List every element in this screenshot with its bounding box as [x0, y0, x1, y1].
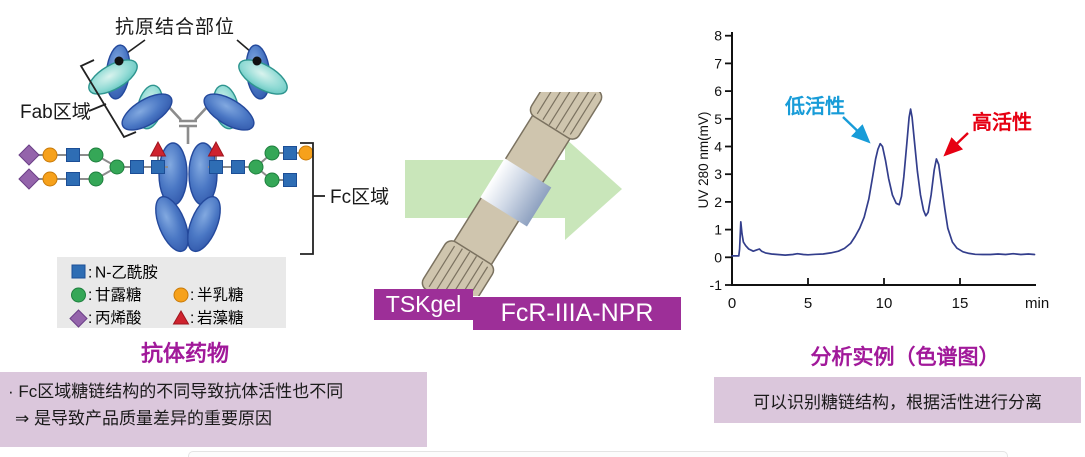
y-tick-label: 6 — [714, 83, 722, 99]
x-tick-label: 5 — [804, 295, 812, 312]
product-brand: TSKgel — [385, 291, 462, 317]
mannose-glyph — [248, 159, 264, 175]
legend-colon: : — [88, 287, 92, 304]
chromatogram-note: 可以识别糖链结构，根据活性进行分离 — [753, 392, 1042, 412]
legend-label-sialic: 丙烯酸 — [95, 309, 142, 327]
fc-region-domains — [155, 142, 221, 253]
legend-label-fucose: 岩藻糖 — [197, 309, 244, 327]
glcnac-glyph — [66, 148, 80, 162]
antibody-diagram: 抗原结合部位 — [18, 16, 389, 328]
galactose-glyph — [42, 171, 58, 187]
legend-label-mannose: 甘露糖 — [95, 286, 142, 304]
high-activity-arrow — [943, 132, 969, 157]
galactose-glyph — [298, 145, 314, 161]
antigen-binding-dot-left — [114, 56, 124, 66]
chart-axes — [731, 32, 1036, 286]
legend-label-galactose: 半乳糖 — [197, 286, 244, 304]
x-tick-label: 15 — [952, 295, 969, 312]
legend-purple-diamond-icon — [69, 309, 88, 328]
chromatogram-note-box: 可以识别糖链结构，根据活性进行分离 — [714, 377, 1081, 423]
legend-colon: : — [190, 287, 194, 304]
fab-region-label: Fab区域 — [20, 101, 91, 123]
antibody-section-title: 抗体药物 — [140, 341, 229, 366]
mannose-glyph — [264, 145, 280, 161]
column-label-band — [480, 158, 552, 227]
fab-bracket — [79, 59, 137, 139]
legend-blue-square-icon — [71, 264, 86, 279]
glcnac-glyph — [283, 173, 297, 187]
fucose-glyph — [149, 140, 167, 157]
legend-colon: : — [88, 310, 92, 327]
legend-background — [57, 257, 286, 328]
y-tick-label: 2 — [714, 194, 722, 210]
low-activity-arrow — [842, 116, 871, 144]
y-tick-label: 8 — [714, 28, 722, 44]
antibody-note-box: · Fc区域糖链结构的不同导致抗体活性也不同 ⇒ 是导致产品质量差异的重要原因 — [0, 372, 427, 447]
y-tick-label: 4 — [714, 139, 722, 155]
mannose-glyph — [109, 159, 125, 175]
y-tick-label: 3 — [714, 166, 722, 182]
mannose-glyph — [88, 171, 104, 187]
x-axis-unit-label: min — [1025, 295, 1049, 312]
y-axis-title: UV 280 nm(mV) — [698, 112, 711, 209]
y-tick-label: 1 — [714, 222, 722, 238]
high-activity-label: 高活性 — [972, 110, 1032, 134]
glcnac-glyph — [130, 160, 144, 174]
mannose-glyph — [264, 172, 280, 188]
y-tick-label: 7 — [714, 55, 722, 71]
fucose-glyph — [207, 140, 225, 157]
antigen-binding-dot-right — [252, 56, 262, 66]
legend-orange-circle-icon — [173, 287, 189, 303]
legend-colon: : — [190, 310, 194, 327]
fab-arm-left-heavy-chain — [121, 93, 173, 131]
y-tick-label: 0 — [714, 249, 722, 265]
fc-region-label: Fc区域 — [330, 186, 389, 208]
fab-arm-right-heavy-chain — [203, 93, 255, 131]
x-tick-label: 10 — [876, 295, 893, 312]
fab-arm-left-variable-light — [88, 59, 138, 95]
glycan-chain-left — [18, 140, 168, 190]
antibody-note-line1: · Fc区域糖链结构的不同导致抗体活性也不同 — [8, 382, 344, 401]
product-brand-banner: TSKgel — [374, 289, 473, 320]
glycan-legend: : N-乙酰胺 : 甘露糖 : 半乳糖 : 丙烯酸 : 岩藻糖 — [57, 257, 286, 328]
column-end-cap-top — [529, 92, 603, 140]
product-model-banner: FcR-IIIA-NPR — [473, 297, 681, 330]
next-section-card-edge — [188, 451, 1008, 457]
glcnac-glyph — [66, 172, 80, 186]
glcnac-glyph — [209, 160, 223, 174]
fab-arm-right-variable-light — [238, 59, 288, 95]
x-tick-label: 0 — [728, 295, 736, 312]
hinge-region — [167, 105, 209, 144]
low-activity-label: 低活性 — [784, 94, 845, 118]
legend-label-glcnac: N-乙酰胺 — [95, 264, 158, 282]
glcnac-glyph — [151, 160, 165, 174]
mannose-glyph — [88, 147, 104, 163]
antigen-binding-site-label: 抗原结合部位 — [115, 16, 235, 38]
sialic-glyph — [18, 144, 40, 166]
chromatogram-trace — [731, 108, 1036, 257]
legend-red-triangle-icon — [172, 309, 190, 325]
product-model: FcR-IIIA-NPR — [500, 299, 654, 327]
glcnac-glyph — [231, 160, 245, 174]
sialic-glyph — [18, 168, 40, 190]
column-arrow-graphic — [405, 92, 622, 296]
fab-arm-left — [88, 44, 173, 131]
legend-colon: : — [88, 265, 92, 282]
chromatogram-section-title: 分析实例（色谱图） — [810, 346, 1000, 369]
fc-bracket — [300, 142, 325, 255]
glcnac-glyph — [283, 146, 297, 160]
y-tick-label: 5 — [714, 111, 722, 127]
fab-arm-right — [203, 44, 288, 131]
y-tick-label: -1 — [710, 277, 723, 293]
hplc-column — [421, 92, 603, 296]
legend-green-circle-icon — [71, 287, 86, 303]
antibody-note-line2: ⇒ 是导致产品质量差异的重要原因 — [15, 409, 272, 429]
glycan-chain-right — [207, 140, 314, 188]
galactose-glyph — [42, 147, 58, 163]
